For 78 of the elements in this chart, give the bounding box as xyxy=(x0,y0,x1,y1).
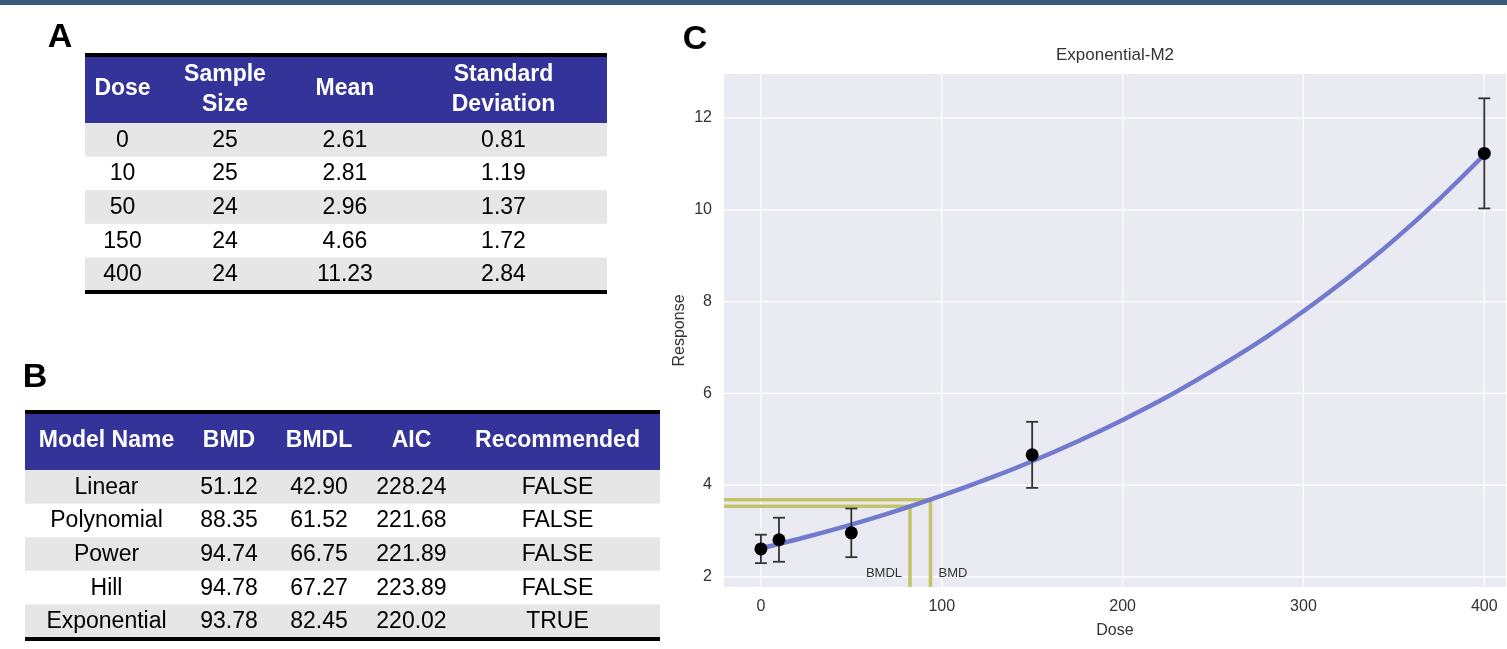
text: 2.96 xyxy=(322,193,368,220)
text: B xyxy=(22,355,48,394)
text: 93.78 xyxy=(200,607,258,634)
y-tick-label: 4 xyxy=(703,475,713,493)
y-tick-label: 10 xyxy=(694,200,713,218)
text: 150 xyxy=(103,226,142,253)
y-tick-label: 8 xyxy=(703,291,713,309)
text: 220.02 xyxy=(376,607,447,634)
category-label: Model Name xyxy=(38,426,175,453)
text: Hill xyxy=(90,573,123,600)
text: Power xyxy=(73,540,140,567)
x-tick-label: 100 xyxy=(928,597,956,615)
text: 66.75 xyxy=(290,540,348,567)
text: Linear xyxy=(74,472,139,499)
y-tick-label: 6 xyxy=(703,383,713,401)
text: 24 xyxy=(212,226,238,253)
category-label: Dose xyxy=(94,74,151,101)
x-tick-label: 300 xyxy=(1290,597,1317,615)
text: 24 xyxy=(212,260,238,287)
text: 50 xyxy=(109,193,136,220)
category-label: AIC xyxy=(391,426,432,453)
text: 94.74 xyxy=(200,540,258,567)
text: 4.66 xyxy=(322,226,368,253)
chart-title: Exponential-M2 xyxy=(1055,45,1175,64)
text: 1.37 xyxy=(481,193,526,220)
text: 10 xyxy=(109,159,136,186)
ref-line-label: BMD xyxy=(938,565,968,580)
point xyxy=(1477,146,1491,160)
text: 1.72 xyxy=(481,226,526,253)
x-tick-label: 200 xyxy=(1109,597,1137,615)
text: 2.84 xyxy=(481,260,526,287)
text: 0 xyxy=(116,125,129,152)
point xyxy=(772,533,786,547)
text: 25 xyxy=(212,159,238,186)
text: 221.68 xyxy=(376,506,447,533)
y-tick-label: 12 xyxy=(694,108,713,126)
ref-line-label: BMDL xyxy=(865,565,903,580)
text: 2.61 xyxy=(322,125,368,152)
text: 0.81 xyxy=(481,125,526,152)
text: Exponential xyxy=(46,607,167,634)
x-tick-label: 400 xyxy=(1470,597,1498,615)
text: 42.90 xyxy=(290,472,348,499)
text: 221.89 xyxy=(376,540,447,567)
text: A xyxy=(47,15,73,54)
category-label: Sample Size xyxy=(184,60,266,117)
text: TRUE xyxy=(526,607,589,634)
category-label: Mean xyxy=(315,74,375,101)
text: 24 xyxy=(212,193,238,220)
text: 61.52 xyxy=(290,506,348,533)
text: 51.12 xyxy=(200,472,258,499)
category-label: Recommended xyxy=(475,426,640,453)
point xyxy=(754,542,768,556)
point xyxy=(844,526,858,540)
text: FALSE xyxy=(521,506,594,533)
x-tick-label: 0 xyxy=(756,597,766,615)
text: FALSE xyxy=(521,573,594,600)
text: 25 xyxy=(212,125,238,152)
point xyxy=(1025,448,1039,462)
text: 94.78 xyxy=(200,573,258,600)
x-axis-title: Dose xyxy=(1096,621,1134,638)
text: 82.45 xyxy=(290,607,348,634)
text: 223.89 xyxy=(376,573,447,600)
text: 228.24 xyxy=(376,472,447,499)
text: 1.19 xyxy=(481,159,526,186)
text: 11.23 xyxy=(317,260,373,287)
category-label: BMDL xyxy=(285,426,353,453)
text: 88.35 xyxy=(200,506,258,533)
y-axis-title: Response xyxy=(670,294,687,367)
category-label: Standard Deviation xyxy=(451,60,556,117)
text: C xyxy=(682,17,708,56)
text: 400 xyxy=(103,260,142,287)
text: 2.81 xyxy=(322,159,368,186)
text: FALSE xyxy=(521,540,594,567)
y-tick-label: 2 xyxy=(703,567,713,585)
category-label: BMD xyxy=(202,426,256,453)
text: FALSE xyxy=(521,472,594,499)
text: 67.27 xyxy=(290,573,348,600)
text: Polynomial xyxy=(50,506,163,533)
